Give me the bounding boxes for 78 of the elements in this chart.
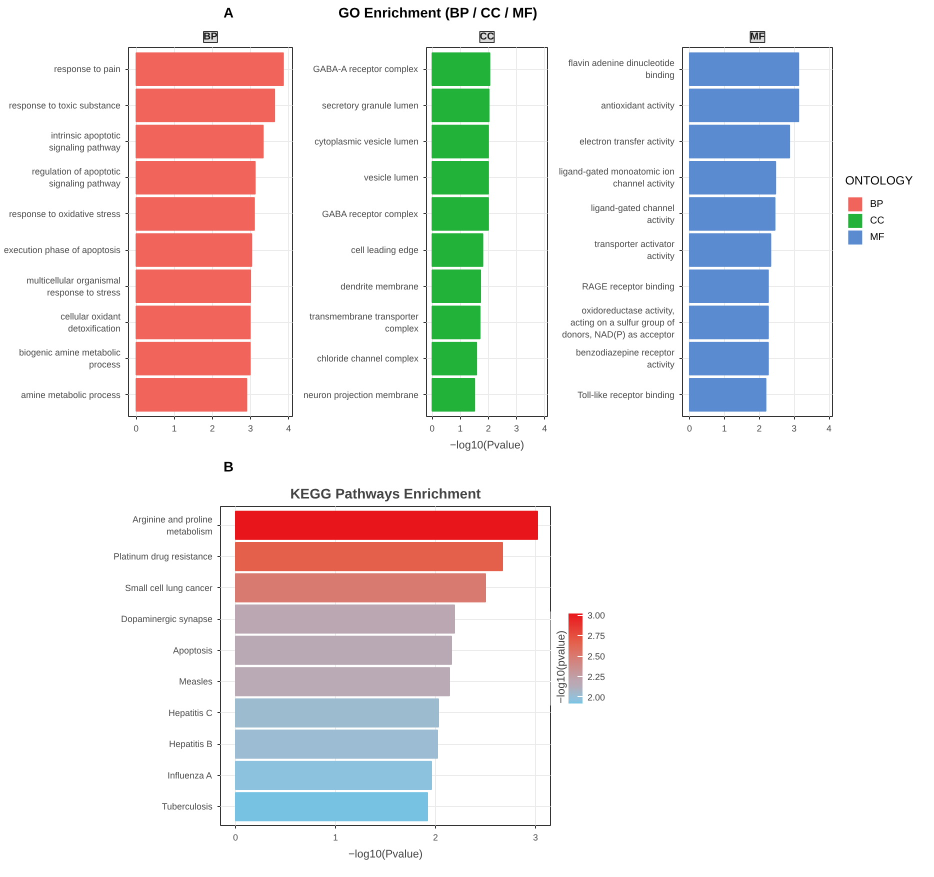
x-tick-label: 1 <box>722 424 727 434</box>
y-tick-label: Small cell lung cancer <box>124 582 213 593</box>
y-tick-label: cellular oxidant detoxification <box>60 311 121 334</box>
x-tick-label: 3 <box>514 424 520 434</box>
y-tick-label: Arginine and proline metabolism <box>132 514 213 536</box>
y-tick-label: Measles <box>178 676 213 687</box>
y-tick-label: dendrite membrane <box>340 281 419 292</box>
y-tick-label: Dopaminergic synapse <box>120 614 212 624</box>
y-tick-label: Hepatitis C <box>168 708 213 718</box>
y-tick-label: multicellular organismal response to stress <box>26 275 121 298</box>
x-tick-label: 0 <box>430 424 435 434</box>
y-tick-label: GABA-A receptor complex <box>312 64 419 74</box>
x-tick-label: 3 <box>532 832 538 842</box>
y-tick-label: Tuberculosis <box>162 802 213 812</box>
x-tick-label: 3 <box>248 424 254 434</box>
legend-label: BP <box>870 198 884 210</box>
chart-title: CC <box>480 32 494 42</box>
y-tick-label: Toll-like receptor binding <box>577 390 675 400</box>
y-tick-label: Influenza A <box>167 770 212 780</box>
y-tick-label: antioxidant activity <box>600 100 675 110</box>
x-tick-label: 1 <box>458 424 463 434</box>
x-tick-label: 2 <box>756 424 762 434</box>
x-tick-label: 1 <box>172 424 177 434</box>
y-tick-label: intrinsic apoptotic signaling pathway <box>48 130 121 153</box>
legend-label: CC <box>870 215 884 226</box>
y-tick-label: transmembrane transporter complex <box>309 311 419 334</box>
y-tick-label: amine metabolic process <box>20 390 121 400</box>
text: A <box>224 4 234 20</box>
y-tick-label: oxidoreductase activity, acting on a sulfur group of donors, NAD(P) as acceptor <box>562 305 675 340</box>
y-tick-label: ligand-gated monoatomic ion channel activity <box>558 166 675 189</box>
x-tick-label: 0 <box>232 832 238 842</box>
legend-label: MF <box>870 232 884 244</box>
y-tick-label: chloride channel complex <box>316 354 419 364</box>
text: B <box>224 458 234 474</box>
color-bar-label: 2.50 <box>588 652 606 662</box>
color-bar-label: 2.25 <box>588 672 606 682</box>
x-tick-label: 0 <box>686 424 692 434</box>
chart-title: KEGG Pathways Enrichment <box>290 486 482 502</box>
x-tick-label: 2 <box>210 424 215 434</box>
y-tick-label: biogenic amine metabolic process <box>18 348 121 370</box>
text: GO Enrichment (BP / CC / MF) <box>338 4 538 20</box>
y-tick-label: neuron projection membrane <box>303 390 419 400</box>
color-bar-label: 3.00 <box>588 610 606 621</box>
y-tick-label: cytoplasmic vesicle lumen <box>314 136 419 147</box>
y-tick-label: ligand-gated channel activity <box>590 202 675 225</box>
y-tick-label: cell leading edge <box>350 245 419 256</box>
color-bar-label: 2.00 <box>588 692 606 702</box>
x-axis-title: −log10(Pvalue) <box>450 440 524 452</box>
chart-title: MF <box>750 32 765 42</box>
x-tick-label: 0 <box>134 424 139 434</box>
x-tick-label: 4 <box>826 424 832 434</box>
y-tick-label: GABA receptor complex <box>322 208 419 219</box>
y-tick-label: Hepatitis B <box>168 739 213 750</box>
x-axis-title: −log10(Pvalue) <box>348 848 423 860</box>
y-tick-label: electron transfer activity <box>579 136 675 147</box>
x-tick-label: 1 <box>332 832 338 842</box>
x-tick-label: 4 <box>542 424 548 434</box>
legend-title: ONTOLOGY <box>845 174 913 188</box>
y-tick-label: vesicle lumen <box>364 172 419 183</box>
y-tick-label: execution phase of apoptosis <box>4 245 121 256</box>
y-tick-label: regulation of apoptotic signaling pathway <box>32 166 121 189</box>
y-tick-label: secretory granule lumen <box>322 100 419 110</box>
x-tick-label: 4 <box>286 424 292 434</box>
color-bar-title: −log10(pvalue) <box>556 630 568 704</box>
y-tick-label: benzodiazepine receptor activity <box>576 348 675 370</box>
y-tick-label: RAGE receptor binding <box>582 281 675 292</box>
x-tick-label: 2 <box>486 424 491 434</box>
y-tick-label: response to toxic substance <box>8 100 121 110</box>
y-tick-label: transporter activator activity <box>594 239 675 262</box>
x-tick-label: 2 <box>432 832 438 842</box>
y-tick-label: Apoptosis <box>172 645 213 656</box>
chart-title: BP <box>204 32 218 42</box>
color-bar-label: 2.75 <box>588 631 606 642</box>
y-tick-label: Platinum drug resistance <box>113 552 213 562</box>
y-tick-label: flavin adenine dinucleotide binding <box>568 58 675 80</box>
y-tick-label: response to pain <box>54 64 120 74</box>
y-tick-label: response to oxidative stress <box>8 208 121 219</box>
x-tick-label: 3 <box>792 424 797 434</box>
